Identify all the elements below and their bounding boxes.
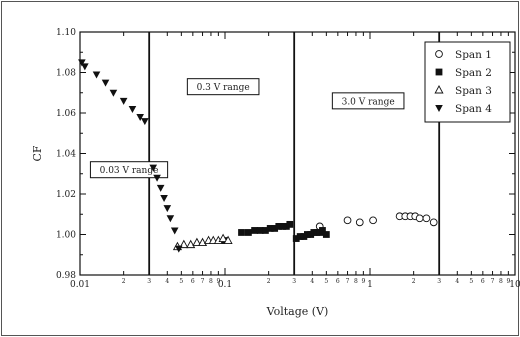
range-annotation-box — [89, 161, 169, 179]
data-point — [292, 235, 300, 242]
data-point — [141, 118, 149, 126]
data-point — [296, 233, 304, 240]
data-point — [78, 59, 86, 67]
data-point — [343, 216, 352, 225]
x-minor-tick-label: 2 — [412, 278, 416, 285]
x-tick-label: 1 — [367, 280, 373, 290]
data-point — [92, 71, 101, 79]
data-point — [160, 195, 168, 203]
legend-label: Span 2 — [455, 67, 492, 79]
data-point — [166, 215, 175, 223]
data-point — [286, 220, 294, 228]
x-tick-label: 0.1 — [218, 280, 232, 290]
data-point — [262, 227, 269, 234]
data-point — [170, 227, 179, 235]
legend-label: Span 3 — [455, 85, 492, 97]
x-axis-title: Voltage (V) — [266, 305, 329, 318]
data-point — [369, 216, 377, 225]
range-annotation-label: 0.3 V range — [197, 83, 250, 93]
data-point — [300, 233, 308, 240]
x-minor-tick-label: 9 — [361, 278, 365, 285]
x-minor-tick-label: 4 — [455, 278, 459, 285]
legend-marker — [435, 50, 443, 58]
y-tick-label: 1.04 — [56, 150, 76, 160]
data-point — [109, 89, 118, 97]
data-point — [163, 205, 172, 213]
x-minor-tick-label: 6 — [191, 278, 195, 285]
y-tick-label: 1.00 — [56, 231, 76, 241]
data-point — [153, 174, 161, 182]
legend-label: Span 4 — [455, 103, 492, 115]
legend-marker — [434, 85, 444, 94]
x-minor-tick-label: 9 — [506, 278, 510, 285]
x-minor-tick-label: 7 — [201, 278, 205, 285]
x-minor-tick-label: 4 — [310, 278, 314, 285]
cf-voltage-scatter-chart: 0.98 1.00 1.02 1.04 1.06 1.08 1.10 0.01 0.1 1 10 2 3… — [31, 28, 520, 318]
x-minor-tick-label: 6 — [481, 278, 485, 285]
data-point — [429, 218, 438, 227]
data-point — [256, 227, 264, 234]
x-minor-tick-label: 8 — [499, 278, 503, 285]
y-tick-label: 1.02 — [56, 190, 76, 200]
data-point — [422, 214, 431, 223]
data-point — [128, 105, 137, 113]
data-point — [192, 237, 202, 247]
y-axis-title: CF — [31, 145, 44, 161]
x-minor-tick-label: 9 — [216, 278, 220, 285]
data-point — [319, 227, 326, 234]
x-tick-label: 10 — [509, 280, 520, 290]
series-span-3 — [172, 233, 233, 251]
x-minor-tick-label: 2 — [267, 278, 271, 285]
data-point — [266, 225, 274, 232]
data-point — [275, 223, 283, 230]
data-point — [149, 164, 158, 172]
data-point — [119, 97, 128, 105]
series-span-1 — [315, 212, 438, 231]
x-minor-tick-label: 7 — [491, 278, 495, 285]
x-minor-tick-label: 3 — [437, 278, 441, 285]
data-point — [251, 227, 258, 234]
y-tick-label: 1.10 — [56, 28, 76, 38]
legend-marker — [435, 105, 443, 112]
data-point — [156, 184, 165, 192]
data-point — [101, 79, 110, 87]
x-minor-tick-label: 8 — [354, 278, 358, 285]
legend-label: Span 1 — [455, 49, 492, 61]
range-annotation-box — [331, 92, 405, 110]
data-point — [223, 235, 233, 245]
x-minor-tick-label: 5 — [179, 278, 183, 285]
x-tick-label: 0.01 — [70, 280, 90, 290]
data-point — [218, 233, 228, 243]
x-minor-tick-label: 8 — [209, 278, 213, 285]
y-tick-label: 1.08 — [56, 69, 76, 79]
data-point — [322, 231, 330, 238]
x-minor-tick-label: 3 — [147, 278, 151, 285]
legend-marker — [435, 68, 443, 76]
data-point — [81, 63, 89, 71]
data-point — [271, 225, 279, 232]
y-tick-label: 1.06 — [56, 109, 76, 119]
data-point — [415, 214, 424, 223]
data-point — [355, 218, 364, 227]
range-annotation-box — [186, 78, 260, 96]
y-tick-label: 0.98 — [56, 271, 76, 281]
x-minor-tick-label: 7 — [346, 278, 350, 285]
data-point — [279, 223, 287, 230]
series-span-4 — [78, 59, 183, 253]
data-point — [174, 245, 183, 253]
x-minor-tick-label: 5 — [469, 278, 473, 285]
data-point — [136, 114, 144, 122]
data-point — [244, 229, 252, 236]
range-annotation-label: 3.0 V range — [342, 97, 395, 107]
data-point — [238, 229, 245, 236]
x-minor-tick-label: 4 — [165, 278, 169, 285]
data-point — [282, 223, 290, 230]
x-minor-tick-label: 3 — [292, 278, 296, 285]
range-annotation-label: 0.03 V range — [100, 166, 159, 176]
x-minor-tick-label: 6 — [336, 278, 340, 285]
x-minor-tick-label: 5 — [324, 278, 328, 285]
x-minor-tick-label: 2 — [122, 278, 126, 285]
